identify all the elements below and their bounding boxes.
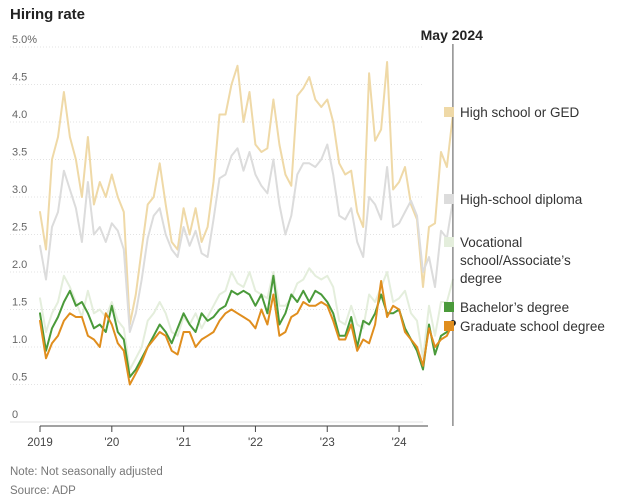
series-line-vocational-school-associate-s-degree [39, 267, 454, 371]
y-tick-label: 3.5 [12, 147, 27, 159]
annotation-label: May 2024 [421, 27, 483, 43]
gridlines [10, 46, 423, 423]
legend-item: Bachelor’s degree [444, 300, 569, 315]
legend: High school or GED High-school diploma Voc… [444, 105, 605, 334]
legend-item: Graduate school degree [444, 319, 605, 334]
x-axis: 2019 '20 '21 '22 '23 '24 [27, 425, 428, 449]
legend-swatch [444, 107, 454, 117]
y-tick-label: 4.0 [12, 109, 27, 121]
legend-item: High school or GED [444, 105, 580, 120]
series-line-high-school-diploma [39, 143, 454, 333]
series-line-graduate-school-degree [39, 280, 454, 386]
legend-label: Vocational [460, 235, 522, 250]
y-tick-label: 2.5 [12, 222, 27, 234]
y-tick-label: 4.5 [12, 72, 27, 84]
series-line-high-school-or-ged [39, 61, 454, 326]
series-lines [39, 61, 454, 386]
legend-label: degree [460, 271, 502, 286]
legend-swatch [444, 321, 454, 331]
x-tick-label: 2019 [27, 437, 53, 449]
y-tick-label: 0.5 [12, 372, 27, 384]
legend-label: High school or GED [460, 105, 580, 120]
legend-label: school/Associate’s [460, 253, 571, 268]
legend-swatch [444, 302, 454, 312]
x-tick-label: '23 [320, 437, 335, 449]
y-axis-ticks: 5.0% 4.5 4.0 3.5 3.0 2.5 2.0 1.5 1.0 0.5 0 [12, 34, 37, 421]
footnote: Note: Not seasonally adjusted [10, 466, 163, 478]
legend-item: Vocational school/Associate’s degree [444, 235, 571, 286]
y-tick-label: 1.5 [12, 297, 27, 309]
legend-swatch [444, 237, 454, 247]
legend-label: High-school diploma [460, 192, 583, 207]
legend-swatch [444, 194, 454, 204]
legend-label: Graduate school degree [460, 319, 605, 334]
y-tick-label: 2.0 [12, 259, 27, 271]
x-tick-label: '20 [104, 437, 119, 449]
x-tick-label: '21 [176, 437, 191, 449]
y-tick-label: 0 [12, 409, 18, 421]
x-tick-label: '24 [392, 437, 408, 449]
x-tick-label: '22 [248, 437, 263, 449]
source-note: Source: ADP [10, 485, 76, 497]
legend-item: High-school diploma [444, 192, 583, 207]
y-tick-label: 3.0 [12, 184, 27, 196]
chart-title: Hiring rate [10, 6, 85, 23]
y-tick-label: 1.0 [12, 334, 27, 346]
legend-label: Bachelor’s degree [460, 300, 569, 315]
y-tick-label: 5.0% [12, 34, 37, 46]
